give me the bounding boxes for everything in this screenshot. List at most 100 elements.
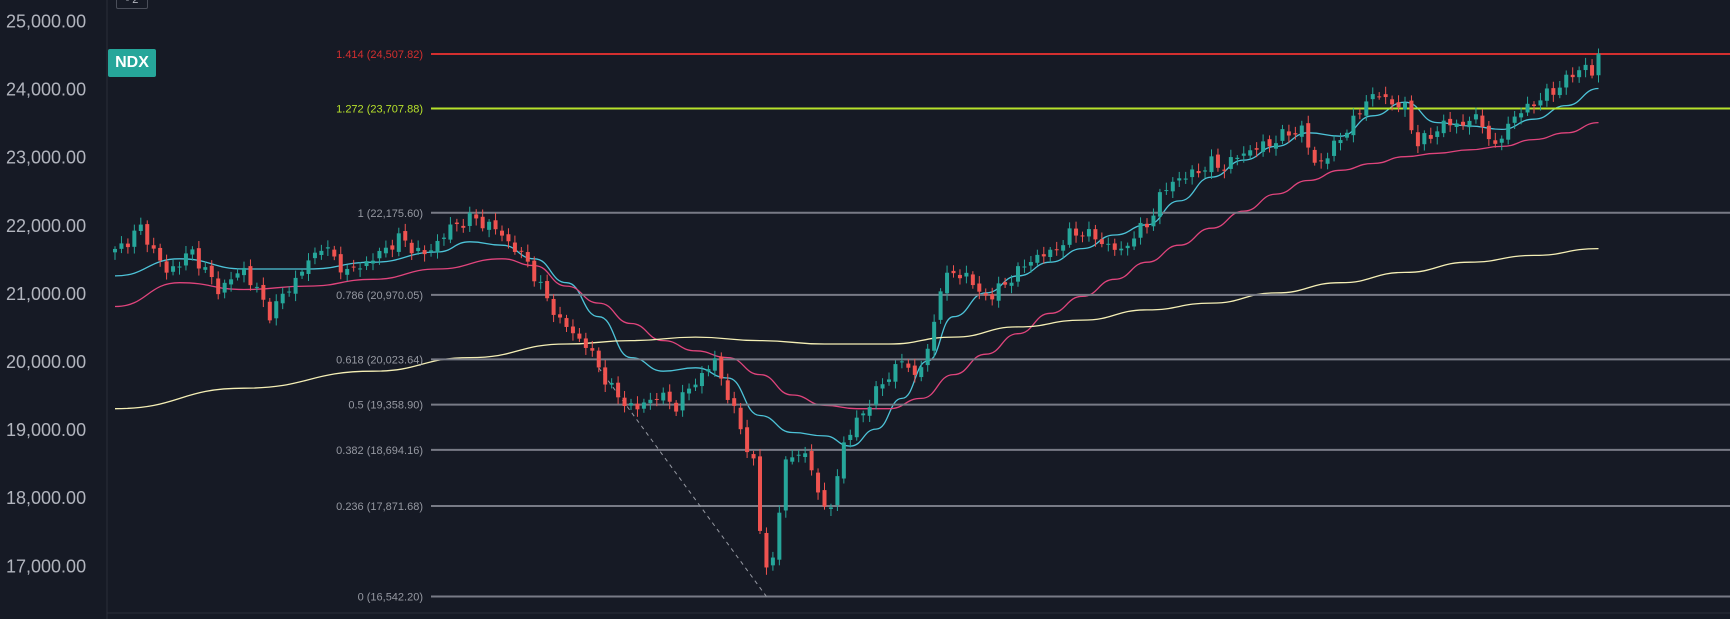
candle-body: [319, 250, 324, 256]
candle-body: [603, 367, 608, 385]
moving-average-pink: [114, 121, 1599, 410]
candle: [429, 243, 434, 257]
candle-body: [1145, 223, 1149, 228]
candle-body: [1203, 170, 1208, 172]
candle-body: [203, 267, 208, 270]
candle: [1577, 66, 1582, 83]
candle-body: [1319, 160, 1324, 162]
candle-body: [809, 450, 814, 471]
candle: [616, 376, 621, 405]
candle-body: [261, 284, 266, 300]
candle: [345, 264, 350, 282]
candle-body: [1190, 169, 1195, 178]
candle: [512, 235, 517, 255]
candle-body: [1138, 222, 1143, 238]
candle-body: [1325, 158, 1330, 164]
candle: [951, 265, 956, 278]
candle-body: [1344, 132, 1349, 138]
candle-body: [906, 363, 911, 368]
candle-body: [512, 242, 517, 252]
candle-body: [1428, 135, 1433, 139]
candle: [1486, 120, 1491, 146]
candle-body: [1183, 178, 1188, 180]
candle-body: [1009, 282, 1014, 286]
candle-body: [558, 314, 563, 318]
candle: [745, 419, 750, 458]
candle: [306, 253, 311, 281]
candle-body: [661, 392, 666, 401]
candle: [732, 391, 737, 414]
candle-body: [1248, 150, 1253, 156]
candle: [1461, 114, 1466, 130]
candle-body: [1106, 243, 1111, 245]
candle: [1074, 221, 1079, 243]
candle-body: [364, 261, 369, 267]
candle: [867, 399, 872, 422]
candle-body: [396, 233, 401, 252]
price-tick-label: 18,000.00: [6, 488, 86, 508]
candle: [119, 236, 124, 254]
price-tick-label: 25,000.00: [6, 11, 86, 31]
candle-body: [1035, 254, 1040, 263]
candle-body: [616, 382, 621, 398]
candle: [970, 271, 975, 289]
candle-body: [1461, 121, 1466, 126]
candle-body: [538, 281, 543, 283]
candle: [1054, 241, 1059, 256]
top-control-button[interactable]: - 2: [116, 0, 148, 9]
candle-body: [1525, 103, 1530, 113]
candle-body: [416, 247, 421, 252]
candle: [1351, 108, 1356, 143]
candle: [957, 269, 962, 285]
candle: [1209, 149, 1214, 179]
price-axis[interactable]: 17,000.00 18,000.00 19,000.00 20,000.00 21,0…: [6, 11, 86, 576]
candle: [635, 396, 640, 417]
candle-body: [1099, 239, 1104, 245]
candle-body: [1086, 229, 1091, 237]
candle-body: [706, 369, 711, 372]
candle: [164, 254, 169, 280]
candle: [654, 392, 659, 407]
candle: [403, 223, 408, 247]
candle-body: [1403, 102, 1407, 110]
candle: [822, 482, 827, 510]
candle-body: [596, 350, 601, 368]
candle: [558, 306, 563, 324]
candle-body: [919, 367, 924, 378]
candle: [216, 271, 221, 300]
candle-body: [151, 245, 156, 249]
candle-body: [1061, 245, 1066, 251]
candle: [487, 219, 492, 238]
candle-body: [1261, 141, 1266, 152]
candle-body: [467, 212, 472, 226]
candle: [1170, 177, 1175, 199]
candle: [461, 218, 466, 233]
candle-body: [957, 274, 962, 279]
candle-body: [1157, 192, 1162, 217]
candle-body: [209, 265, 214, 278]
candle: [783, 456, 788, 518]
candle: [325, 240, 330, 256]
candle-body: [654, 398, 659, 400]
candle: [648, 392, 653, 410]
candle-body: [1590, 65, 1595, 76]
fib-level-label: 0.5 (19,358.90): [348, 400, 423, 412]
candle-body: [1164, 190, 1169, 192]
candle: [1544, 83, 1549, 107]
candle: [1222, 164, 1227, 179]
candle: [693, 378, 698, 392]
fibonacci-retracement[interactable]: 1.414 (24,507.82) 1.272 (23,707.88) 1 (22,…: [336, 49, 1730, 604]
candle: [932, 314, 937, 358]
candle: [912, 358, 917, 383]
candle: [712, 350, 717, 377]
candle-body: [545, 281, 550, 299]
candle: [377, 247, 382, 265]
candle-body: [409, 242, 414, 254]
candle-body: [970, 274, 975, 286]
candle-body: [932, 321, 937, 351]
candle: [835, 469, 840, 512]
candle-body: [590, 348, 595, 351]
symbol-badge[interactable]: NDX: [108, 49, 156, 77]
candle-body: [454, 222, 459, 225]
